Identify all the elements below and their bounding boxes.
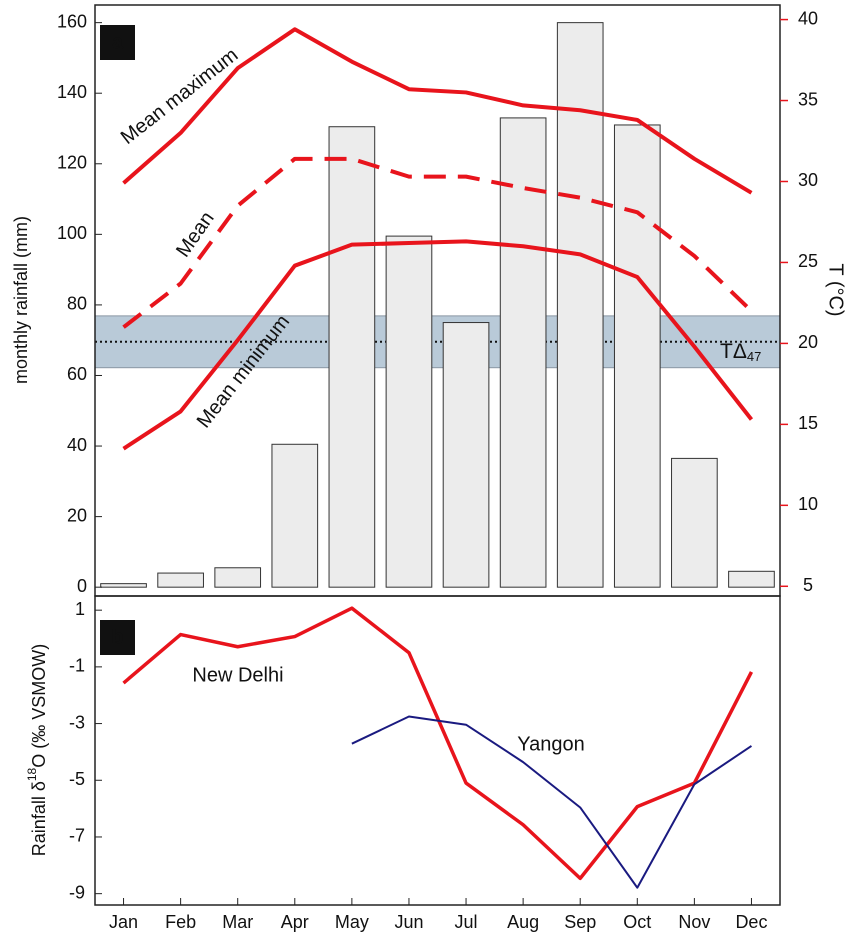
- bar: [214, 567, 262, 588]
- y-axis-label-sup: 18: [25, 767, 39, 781]
- x-tick-label: May: [335, 912, 369, 932]
- y2-tick-label: 35: [798, 89, 818, 109]
- bar: [157, 572, 204, 588]
- series-line: [351, 715, 753, 889]
- bar: [100, 583, 147, 588]
- series-label: Mean: [172, 208, 219, 262]
- y-tick-label: 60: [67, 364, 87, 384]
- x-tick-label: Aug: [507, 912, 539, 932]
- bar: [613, 124, 661, 588]
- bar: [499, 117, 547, 588]
- x-tick-label: Apr: [281, 912, 309, 932]
- x-tick-label: Jul: [455, 912, 478, 932]
- y-tick-label: -3: [69, 712, 85, 732]
- panel-frame: [94, 595, 781, 906]
- panel-tag-box: [100, 25, 135, 60]
- y-tick-label: 40: [67, 435, 87, 455]
- band-label-main: TΔ: [720, 339, 747, 362]
- series-line: [122, 156, 753, 329]
- bar: [271, 443, 319, 588]
- y-tick-label: -5: [69, 769, 85, 789]
- y-tick-label: 100: [57, 223, 87, 243]
- y-tick-label: 120: [57, 153, 87, 173]
- bar: [671, 457, 718, 588]
- y2-tick-label: 15: [798, 413, 818, 433]
- y-axis-label: Rainfall δ18O (‰ VSMOW): [25, 644, 49, 856]
- y-tick-label: -7: [69, 826, 85, 846]
- y2-tick-label: 40: [798, 8, 818, 28]
- series-label: New Delhi: [192, 664, 283, 686]
- series-label: Yangon: [517, 733, 584, 755]
- y-tick-label: 0: [77, 576, 87, 596]
- y-tick-label: 160: [57, 11, 87, 31]
- y-tick-label: -1: [69, 656, 85, 676]
- series-line: [122, 239, 754, 451]
- series-line: [122, 27, 753, 195]
- band-label-sub: 47: [747, 349, 761, 364]
- y-axis-label-start: Rainfall δ: [29, 781, 49, 856]
- y2-axis-label: T (°C): [825, 263, 847, 316]
- series-line: [122, 606, 754, 881]
- x-tick-label: Dec: [735, 912, 767, 932]
- bar: [728, 570, 775, 588]
- x-tick-label: Sep: [564, 912, 596, 932]
- x-tick-label: Mar: [222, 912, 253, 932]
- panel-tag: a: [112, 31, 124, 53]
- x-tick-label: Feb: [165, 912, 196, 932]
- bar: [442, 322, 490, 588]
- x-tick-label: Jan: [109, 912, 138, 932]
- x-tick-label: Jun: [394, 912, 423, 932]
- y-tick-label: 20: [67, 505, 87, 525]
- y-tick-label: 80: [67, 294, 87, 314]
- x-tick-label: Nov: [678, 912, 710, 932]
- y-tick-label: -9: [69, 882, 85, 902]
- x-tick-label: Oct: [623, 912, 651, 932]
- y2-tick-label: 10: [798, 494, 818, 514]
- y-axis-label: monthly rainfall (mm): [11, 216, 31, 384]
- y2-tick-label: 20: [798, 332, 818, 352]
- y2-tick-label: 25: [798, 251, 818, 271]
- panel-tag-box: [100, 620, 135, 655]
- panel-tag: b: [111, 626, 123, 648]
- y-tick-label: 140: [57, 82, 87, 102]
- y2-tick-label: 30: [798, 170, 818, 190]
- bar: [385, 235, 433, 588]
- bar: [556, 22, 604, 588]
- bar: [328, 126, 376, 588]
- y-axis-label-end: O (‰ VSMOW): [29, 644, 49, 768]
- band-label: TΔ47: [720, 339, 761, 364]
- y2-tick-label: 5: [803, 575, 813, 595]
- y-tick-label: 1: [75, 599, 85, 619]
